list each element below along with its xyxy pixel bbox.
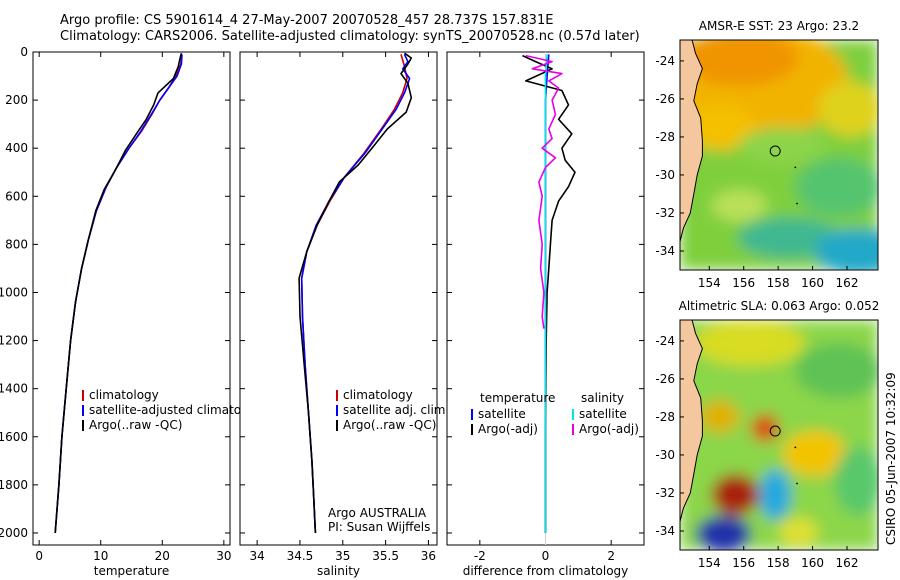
legend-entry: climatology — [343, 388, 413, 402]
figure-title-line2: Climatology: CARS2006. Satellite-adjuste… — [60, 29, 640, 44]
x-axis-label: difference from climatology — [463, 564, 629, 578]
legend-header-temperature: temperature — [480, 391, 555, 405]
y-tick-label: -30 — [655, 448, 675, 462]
x-tick-label: 154 — [698, 556, 721, 570]
y-tick-label: -26 — [655, 92, 675, 106]
y-tick-label: 0 — [20, 45, 28, 59]
series-line-satellite — [544, 54, 548, 533]
legend-entry: satellite — [579, 407, 627, 421]
map-title: Altimetric SLA: 0.063 Argo: 0.052 — [679, 299, 880, 313]
series-line-argo-raw-qc- — [54, 52, 183, 534]
map-field — [680, 320, 878, 550]
y-tick-label: 600 — [5, 189, 28, 203]
series-line-argo-adj- — [525, 54, 563, 329]
x-tick-label: 158 — [767, 276, 790, 290]
y-tick-label: 1000 — [0, 285, 28, 299]
y-tick-label: -28 — [655, 130, 675, 144]
series-line-argo-adj- — [522, 54, 576, 533]
y-tick-label: -28 — [655, 410, 675, 424]
y-tick-label: 1400 — [0, 382, 28, 396]
legend-entry: satellite adj. clim. — [343, 403, 449, 417]
island-dot — [796, 482, 798, 485]
x-tick-label: 34 — [249, 549, 264, 563]
plot-frame — [239, 51, 438, 546]
map-title: AMSR-E SST: 23 Argo: 23.2 — [699, 19, 859, 33]
x-axis-label: temperature — [94, 564, 169, 578]
x-tick-label: 10 — [93, 549, 108, 563]
y-tick-label: -26 — [655, 372, 675, 386]
x-tick-label: 160 — [801, 556, 824, 570]
x-tick-label: 160 — [801, 276, 824, 290]
y-tick-label: -30 — [655, 168, 675, 182]
x-tick-label: 154 — [698, 276, 721, 290]
x-tick-label: 35 — [335, 549, 350, 563]
legend-entry: satellite-adjusted climatolog — [89, 403, 259, 417]
y-tick-label: 1600 — [0, 430, 28, 444]
legend-entry: climatology — [89, 388, 159, 402]
plot-frame — [32, 51, 231, 546]
salinity-panel: 34 34.5 35 35.5 36 salinity climatologysatelli… — [239, 51, 449, 578]
annotation-line1: Argo AUSTRALIA — [328, 506, 427, 520]
y-tick-label: 200 — [5, 93, 28, 107]
x-tick-label: 34.5 — [287, 549, 314, 563]
island-dot — [794, 446, 797, 449]
temperature-panel: 0 10 20 30 0 200 400 600 800 1000 1200 1400 1600 1800… — [0, 45, 259, 578]
x-tick-label: 162 — [836, 276, 859, 290]
y-tick-label: 400 — [5, 141, 28, 155]
x-tick-label: -2 — [474, 549, 486, 563]
y-tick-label: 1200 — [0, 334, 28, 348]
island-dot — [794, 166, 797, 169]
x-tick-label: 2 — [607, 549, 615, 563]
x-tick-label: 20 — [155, 549, 170, 563]
x-tick-label: 35.5 — [372, 549, 399, 563]
coastline-land — [680, 40, 703, 270]
y-tick-label: 2000 — [0, 526, 28, 540]
map-frame — [679, 319, 879, 551]
x-tick-label: 30 — [216, 549, 231, 563]
y-tick-label: -24 — [655, 334, 675, 348]
x-axis-label: salinity — [317, 564, 360, 578]
map-field — [680, 40, 878, 270]
x-tick-label: 156 — [732, 556, 755, 570]
coastline-land — [680, 320, 703, 550]
y-tick-label: -32 — [655, 206, 675, 220]
legend-entry: Argo(..raw -QC) — [89, 418, 182, 432]
y-tick-label: -24 — [655, 54, 675, 68]
x-tick-label: 36 — [421, 549, 436, 563]
y-tick-label: 800 — [5, 237, 28, 251]
x-tick-label: 0 — [542, 549, 550, 563]
legend-entry: Argo(-adj) — [579, 422, 639, 436]
figure-title-line1: Argo profile: CS 5901614_4 27-May-2007 2… — [60, 13, 554, 28]
float-position-marker — [769, 145, 781, 157]
legend-entry: Argo(-adj) — [478, 422, 538, 436]
x-tick-label: 158 — [767, 556, 790, 570]
series-line-argo-raw-qc- — [298, 52, 413, 534]
x-tick-label: 162 — [836, 556, 859, 570]
island-dot — [796, 202, 798, 205]
annotation-line2: PI: Susan Wijffels — [328, 520, 430, 534]
y-tick-label: -34 — [655, 244, 675, 258]
y-tick-label: 1800 — [0, 478, 28, 492]
map-frame — [679, 39, 879, 271]
x-tick-label: 0 — [35, 549, 43, 563]
x-tick-label: 156 — [732, 276, 755, 290]
float-position-marker — [769, 425, 781, 437]
legend-header-salinity: salinity — [581, 391, 624, 405]
sla-map-panel: Altimetric SLA: 0.063 Argo: 0.052 154 156 1… — [655, 299, 880, 570]
legend-entry: satellite — [478, 407, 526, 421]
y-tick-label: -32 — [655, 486, 675, 500]
legend-entry: Argo(..raw -QC) — [343, 418, 436, 432]
y-tick-label: -34 — [655, 524, 675, 538]
sst-map-panel: AMSR-E SST: 23 Argo: 23.2 154 156 158 160 162… — [655, 19, 879, 290]
